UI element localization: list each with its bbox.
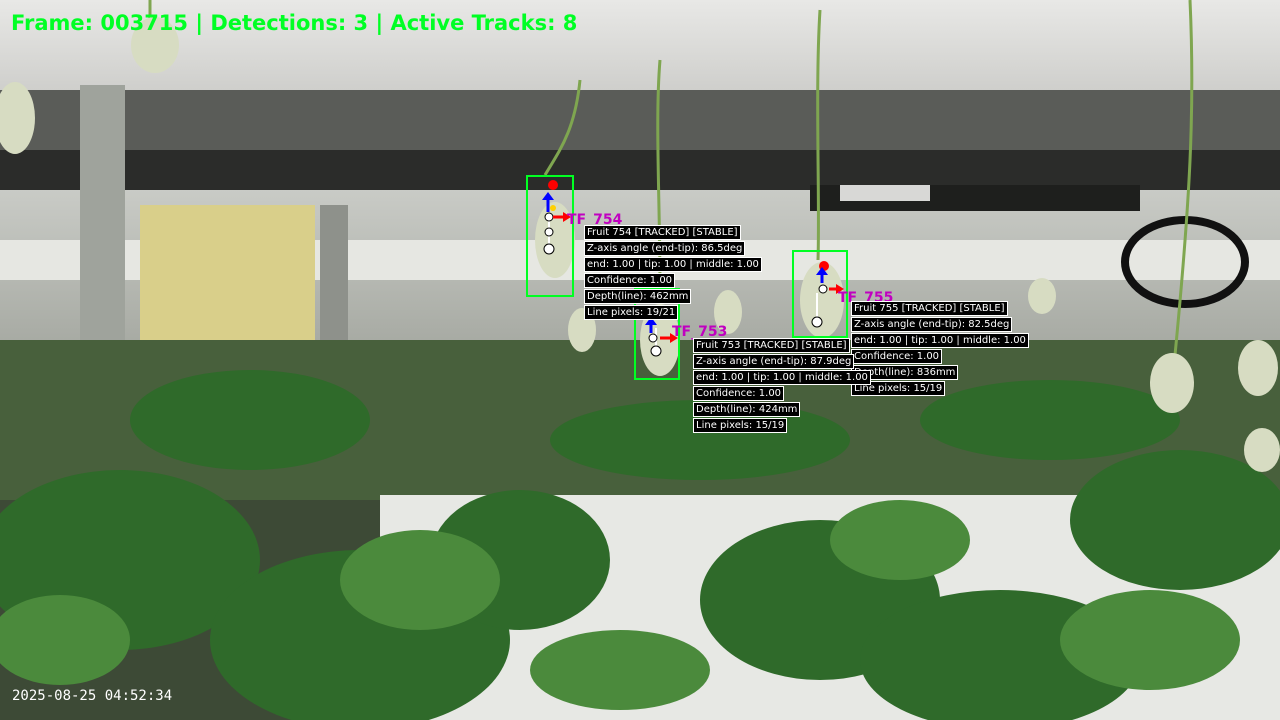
track-753-info-line: Z-axis angle (end-tip): 87.9deg (693, 354, 855, 369)
hanging-stems (148, 0, 1194, 356)
frame-status-text: Frame: 003715 | Detections: 3 | Active T… (11, 11, 578, 35)
track-755-info-line: Confidence: 1.00 (851, 349, 943, 364)
detection-box-755 (792, 250, 848, 338)
track-755-info-line: Fruit 755 [TRACKED] [STABLE] (851, 301, 1008, 316)
fruit-end-point (548, 180, 558, 190)
fruit-middle-point (544, 227, 554, 237)
track-754-info-line: Z-axis angle (end-tip): 86.5deg (584, 241, 746, 256)
track-tag-753: TF_753 (672, 324, 728, 340)
detection-box-754 (526, 175, 574, 297)
strawberry-fruits (0, 17, 1280, 472)
ceiling (0, 0, 1280, 90)
track-754-info-line: Fruit 754 [TRACKED] [STABLE] (584, 225, 741, 240)
track-755-info-line: end: 1.00 | tip: 1.00 | middle: 1.00 (851, 333, 1029, 348)
timestamp: 2025-08-25 04:52:34 (12, 688, 173, 704)
track-754-info-line: Depth(line): 462mm (584, 289, 692, 304)
track-753-info-line: Confidence: 1.00 (693, 386, 785, 401)
fruit-tip-point (543, 243, 555, 255)
track-755-markers (811, 261, 844, 328)
track-754-info-line: Line pixels: 19/21 (584, 305, 679, 320)
track-tag-754: TF_754 (567, 212, 623, 228)
track-755-info-line: Z-axis angle (end-tip): 82.5deg (851, 317, 1013, 332)
hose-loop (1121, 216, 1249, 308)
track-754-markers (542, 180, 571, 255)
track-753-info-line: end: 1.00 | tip: 1.00 | middle: 1.00 (693, 370, 871, 385)
track-754-info-line: end: 1.00 | tip: 1.00 | middle: 1.00 (584, 257, 762, 272)
track-753-info-line: Line pixels: 15/19 (693, 418, 788, 433)
track-755-info-line: Line pixels: 15/19 (851, 381, 946, 396)
track-753-info-line: Depth(line): 424mm (693, 402, 801, 417)
track-753-info-line: Fruit 753 [TRACKED] [STABLE] (693, 338, 850, 353)
track-754-info-line: Confidence: 1.00 (584, 273, 676, 288)
